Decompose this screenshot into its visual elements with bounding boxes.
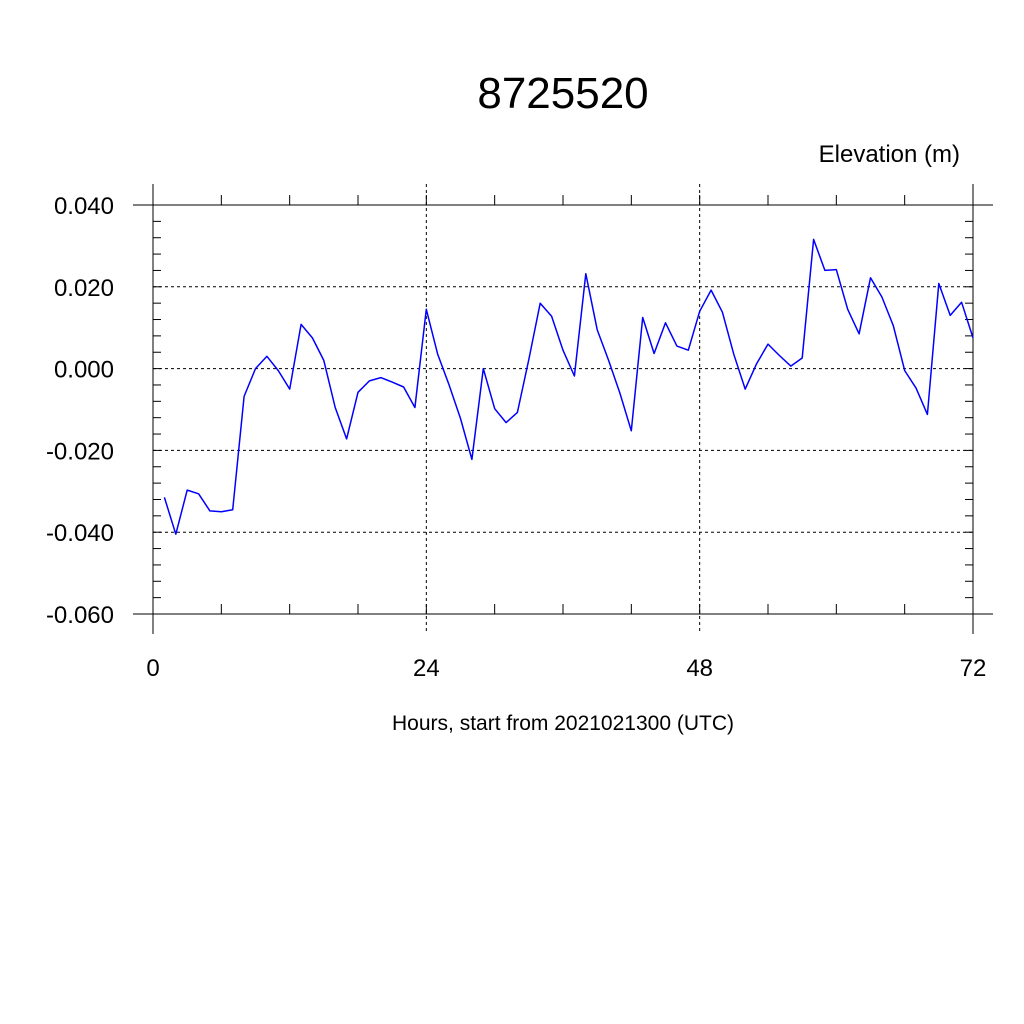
series-line	[163, 238, 974, 535]
y-tick-label: 0.020	[54, 275, 114, 302]
x-tick-label: 72	[960, 655, 987, 682]
y-tick-label: -0.040	[46, 520, 114, 547]
x-tick-labels: 0 24 48 72	[146, 655, 986, 682]
y-tick-label: 0.040	[54, 193, 114, 220]
gridlines	[153, 184, 973, 634]
chart-title: 8725520	[477, 69, 648, 118]
x-tick-label: 24	[413, 655, 440, 682]
y-tick-labels: 0.040 0.020 0.000 -0.020 -0.040 -0.060	[46, 193, 114, 629]
y-tick-label: -0.060	[46, 602, 114, 629]
chart-subtitle: Elevation (m)	[819, 141, 960, 168]
x-tick-label: 48	[686, 655, 713, 682]
y-tick-label: 0.000	[54, 357, 114, 384]
x-axis-label: Hours, start from 2021021300 (UTC)	[392, 712, 734, 735]
plot-frame	[153, 184, 973, 634]
series-layer	[163, 238, 974, 535]
x-tick-label: 0	[146, 655, 159, 682]
axis-ticks	[133, 184, 993, 634]
y-tick-label: -0.020	[46, 438, 114, 465]
